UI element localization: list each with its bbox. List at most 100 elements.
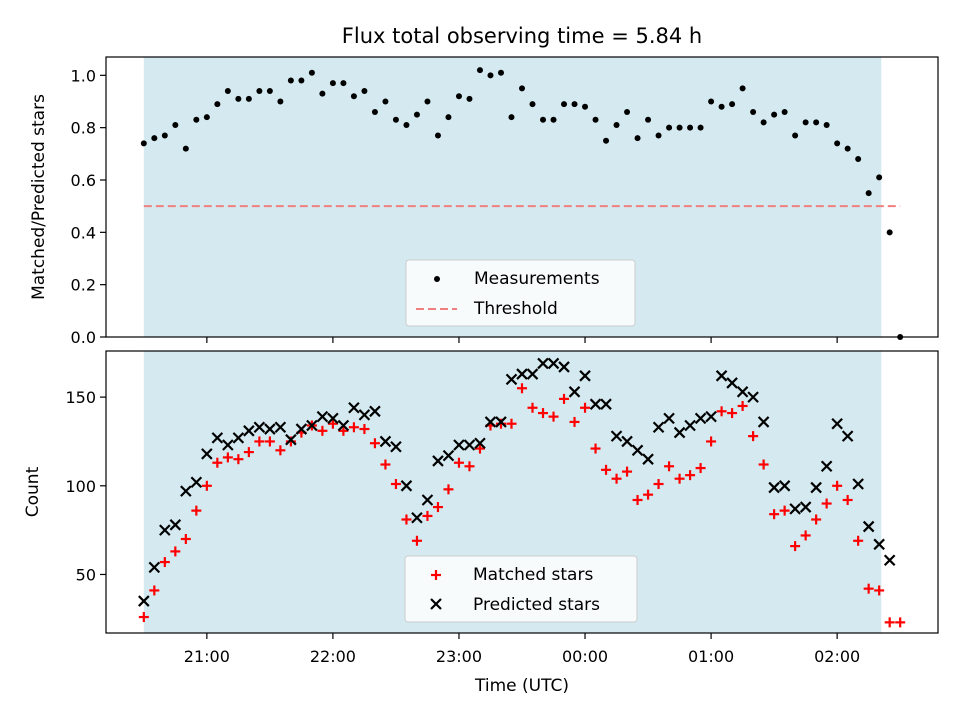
measurement-point	[413, 111, 420, 118]
predicted-star-point	[736, 386, 749, 398]
measurement-point	[256, 88, 263, 95]
predicted-star-point	[222, 439, 234, 451]
measurement-point	[666, 124, 673, 131]
count-plot-frame	[105, 350, 939, 634]
predicted-star-point	[841, 430, 854, 442]
matched-star-point	[527, 402, 538, 413]
cross-marker-b	[243, 425, 255, 437]
cross-marker-b	[264, 423, 276, 435]
predicted-star-point	[148, 561, 161, 574]
measurement-point	[634, 135, 641, 142]
measurement-point	[729, 101, 736, 108]
measurement-point	[550, 116, 557, 123]
measurement-point	[172, 122, 179, 129]
cross-marker-b	[379, 435, 392, 448]
legend-threshold-label: Threshold	[473, 299, 558, 319]
predicted-star-point	[327, 412, 339, 425]
cross-marker-b	[526, 368, 539, 380]
y-tick-label: 0.2	[71, 276, 96, 295]
cross-marker-b	[285, 433, 297, 446]
ratio-x-ticks	[206, 337, 838, 343]
matched-star-point	[285, 436, 296, 447]
measurement-point	[708, 98, 715, 105]
predicted-star-point	[694, 412, 707, 425]
y-tick-label: 150	[65, 388, 96, 407]
matched-star-point	[453, 457, 464, 468]
matched-star-point	[716, 406, 727, 417]
x-tick-label: 22:00	[310, 647, 356, 666]
cross-marker-b	[253, 421, 266, 434]
matched-star-point	[664, 461, 675, 472]
measurement-point	[697, 124, 704, 131]
ratio-legend: Measurements Threshold	[405, 259, 636, 327]
measurement-point	[382, 98, 389, 105]
predicted-star-point	[789, 503, 801, 515]
measurement-point	[329, 80, 336, 87]
predicted-star-point	[747, 391, 759, 403]
matched-star-point	[243, 447, 254, 458]
predicted-star-point	[274, 421, 287, 434]
cross-marker-b	[736, 386, 749, 398]
predicted-star-point	[442, 449, 455, 462]
matched-star-point	[800, 530, 811, 541]
cross-marker-b	[148, 561, 161, 574]
legend-predicted-marker	[430, 598, 442, 610]
predicted-star-point	[852, 478, 864, 490]
matched-star-point	[790, 541, 801, 552]
matched-star-point	[432, 502, 443, 513]
y-tick-label: 0.0	[71, 328, 96, 347]
cross-marker-b	[484, 416, 497, 428]
measurement-point	[487, 72, 494, 79]
matched-star-point	[601, 464, 612, 475]
matched-star-point	[517, 383, 527, 394]
matched-star-point	[401, 514, 412, 525]
measurement-point	[266, 88, 273, 95]
measurement-point	[245, 95, 252, 102]
cross-marker-b	[799, 501, 812, 513]
matched-star-point	[811, 514, 822, 525]
measurement-point	[151, 135, 158, 142]
cross-marker-b	[390, 440, 402, 453]
predicted-star-point	[673, 426, 686, 439]
measurement-point	[739, 85, 746, 92]
cross-marker-b	[663, 412, 675, 425]
predicted-star-point	[883, 554, 896, 567]
measurement-point	[424, 98, 431, 105]
predicted-star-point	[316, 410, 329, 423]
cross-marker-b	[789, 503, 801, 515]
cross-marker-b	[190, 476, 203, 489]
measurement-point	[445, 114, 452, 121]
matched-star-point	[443, 484, 454, 495]
measurement-point	[235, 95, 242, 102]
matched-star-point	[779, 505, 790, 516]
cross-marker-b	[873, 538, 885, 551]
predicted-star-point	[201, 448, 213, 460]
matched-star-point	[653, 479, 664, 490]
cross-marker-b	[694, 412, 707, 425]
predicted-star-point	[453, 439, 465, 451]
matched-star-point	[590, 443, 601, 454]
predicted-star-point	[652, 421, 665, 434]
matched-star-point	[758, 459, 769, 470]
ratio-y-ticks: 0.0 0.2 0.4 0.6 0.8 1.0	[71, 66, 106, 347]
matched-star-point	[695, 463, 706, 474]
measurement-point	[834, 140, 841, 147]
chart-title: Flux total observing time = 5.84 h	[342, 24, 702, 48]
legend-predicted-label: Predicted stars	[473, 595, 600, 615]
cross-marker-b	[232, 432, 245, 444]
measurement-point	[571, 101, 578, 108]
y-tick-label: 0.8	[71, 119, 96, 138]
predicted-star-point	[421, 494, 434, 506]
cross-marker-b	[621, 435, 633, 448]
cross-marker-b	[883, 554, 896, 567]
x-tick-label: 00:00	[562, 647, 608, 666]
matched-star-point	[422, 510, 433, 521]
cross-marker-b	[495, 416, 507, 428]
cross-marker-b	[684, 419, 696, 432]
predicted-star-point	[684, 419, 696, 432]
predicted-star-point	[820, 460, 833, 473]
cross-marker-b	[316, 410, 329, 423]
predicted-star-point	[264, 423, 276, 435]
